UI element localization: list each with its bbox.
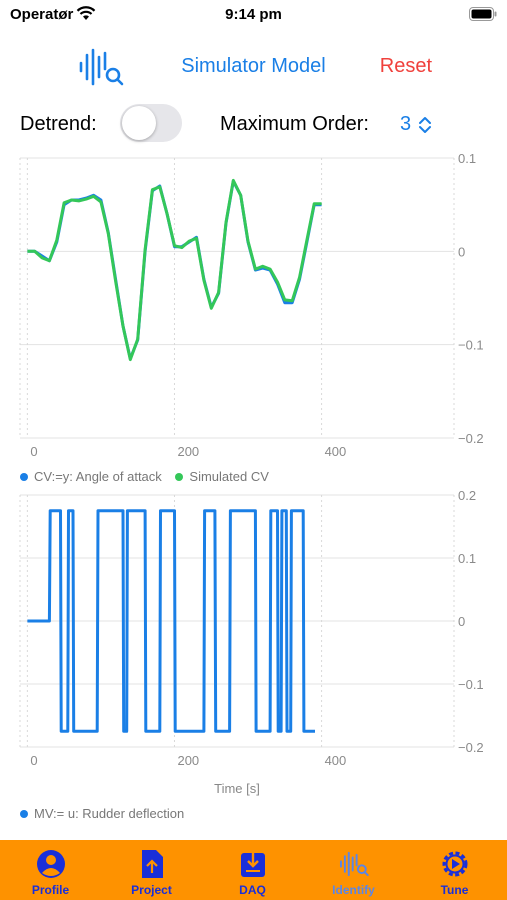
tab-label: Profile [31, 883, 70, 897]
chart2-legend: MV:= u: Rudder deflection [20, 806, 194, 821]
x-tick-label: 400 [325, 753, 347, 768]
y-tick-label: 0 [458, 614, 465, 629]
legend-item-cv: CV:=y: Angle of attack [20, 469, 162, 484]
tab-label: Identify [332, 883, 375, 897]
detrend-label: Detrend: [20, 113, 97, 135]
y-tick-label: 0.1 [458, 551, 476, 566]
tab-label: DAQ [239, 883, 266, 897]
chevron-up-down-icon[interactable] [418, 116, 432, 134]
x-tick-label: 0 [30, 444, 37, 459]
chart1-legend: CV:=y: Angle of attack Simulated CV [20, 469, 279, 484]
toggle-knob [122, 106, 156, 140]
x-tick-label: 200 [177, 444, 199, 459]
status-bar: Operatør 9:14 pm [0, 0, 507, 30]
carrier-label: Operatør [10, 6, 74, 23]
wifi-icon [76, 6, 96, 20]
waveform-magnifier-icon[interactable] [78, 47, 124, 87]
tab-bar: Profile Project DAQ Identify [0, 840, 507, 900]
series-line-2 [27, 178, 322, 362]
y-tick-label: −0.1 [458, 338, 484, 353]
max-order-label: Maximum Order: [220, 113, 369, 135]
tab-identify[interactable]: Identify [303, 840, 404, 900]
tray-download-icon [241, 851, 265, 877]
gear-play-icon [442, 851, 468, 877]
y-tick-label: 0.2 [458, 488, 476, 503]
detrend-toggle[interactable] [120, 104, 182, 142]
y-tick-label: 0 [458, 244, 465, 259]
x-tick-label: 400 [325, 444, 347, 459]
series-line-1 [27, 509, 316, 733]
x-tick-label: 200 [177, 753, 199, 768]
y-tick-label: 0.1 [458, 151, 476, 166]
reset-button[interactable]: Reset [379, 55, 432, 77]
document-upload-icon [142, 850, 163, 878]
angle-of-attack-chart: 0.1 0 −0.1 −0.2 0 200 400 [19, 151, 484, 459]
x-tick-label: 0 [30, 753, 37, 768]
y-tick-label: −0.2 [458, 740, 484, 755]
y-tick-label: −0.2 [458, 431, 484, 446]
battery-icon [469, 7, 497, 21]
tab-daq[interactable]: DAQ [202, 840, 303, 900]
tab-label: Project [131, 883, 172, 897]
page-title: Simulator Model [181, 55, 326, 77]
tab-tune[interactable]: Tune [404, 840, 505, 900]
y-tick-label: −0.1 [458, 677, 484, 692]
time-axis-label: Time [s] [214, 781, 260, 796]
waveform-magnifier-icon [339, 851, 369, 877]
rudder-deflection-chart: 0.2 0.1 0 −0.1 −0.2 0 200 400 [19, 488, 484, 768]
legend-item-simulated: Simulated CV [175, 469, 269, 484]
tab-project[interactable]: Project [101, 840, 202, 900]
tab-label: Tune [440, 883, 469, 897]
status-time: 9:14 pm [225, 6, 282, 23]
tab-profile[interactable]: Profile [0, 840, 101, 900]
legend-item-mv: MV:= u: Rudder deflection [20, 806, 184, 821]
person-circle-icon [37, 850, 65, 878]
max-order-value[interactable]: 3 [400, 113, 412, 135]
